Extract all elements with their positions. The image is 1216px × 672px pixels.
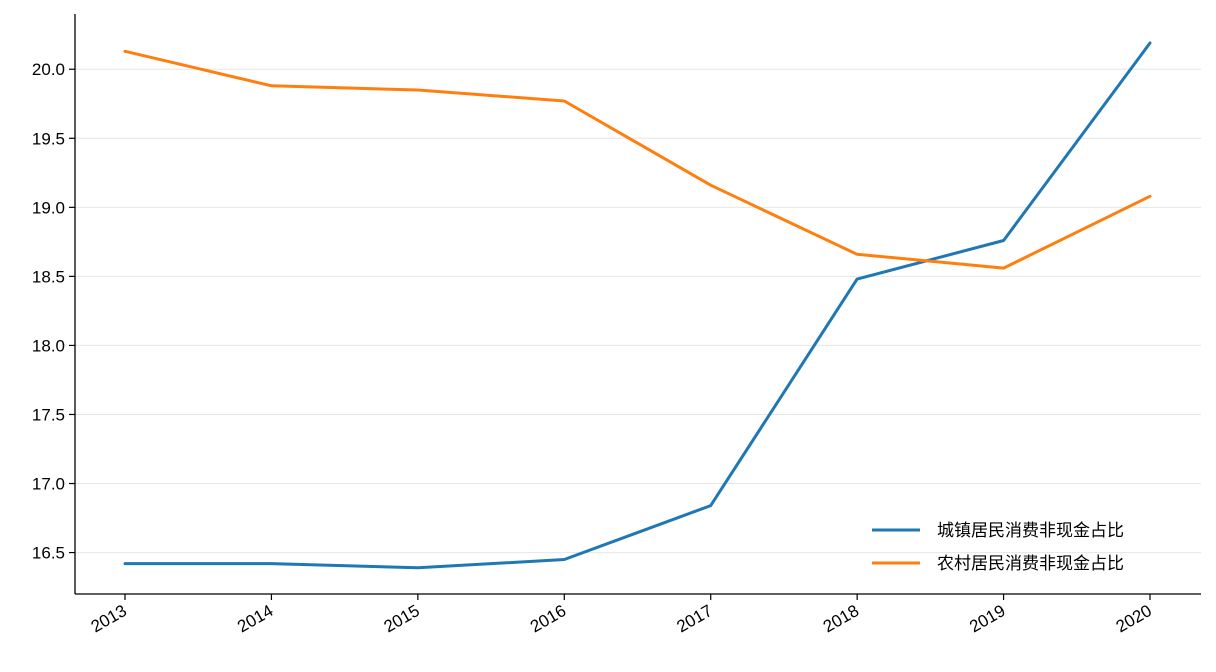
y-tick-label: 19.0 [32,198,65,217]
series-line-1 [123,41,1152,570]
gridlines [75,68,1201,554]
x-ticks: 2013 2014 2015 2016 2017 2018 2019 2020 [88,594,1155,636]
x-tick-label: 2017 [673,601,715,636]
x-tick-label: 2013 [88,601,130,636]
x-tick-label: 2016 [527,601,569,636]
y-tick-label: 17.0 [32,475,65,494]
x-tick-label: 2014 [234,601,276,636]
x-tick-label: 2018 [820,601,862,636]
x-tick-label: 2020 [1113,601,1155,636]
series-line-2 [123,49,1152,270]
y-tick-label: 18.0 [32,336,65,355]
x-tick-label: 2019 [966,601,1008,636]
axes [74,14,1201,595]
y-tick-label: 16.5 [32,544,65,563]
x-tick-label: 2015 [381,601,423,636]
legend-label: 城镇居民消费非现金占比 [937,521,1124,541]
series-layer [123,41,1152,570]
legend-label: 农村居民消费非现金占比 [937,554,1124,574]
y-tick-label: 17.5 [32,405,65,424]
y-tick-label: 18.5 [32,267,65,286]
y-tick-label: 20.0 [32,60,65,79]
y-ticks: 16.5 17.0 17.5 18.0 18.5 19.0 19.5 20.0 [32,60,75,563]
y-tick-label: 19.5 [32,129,65,148]
